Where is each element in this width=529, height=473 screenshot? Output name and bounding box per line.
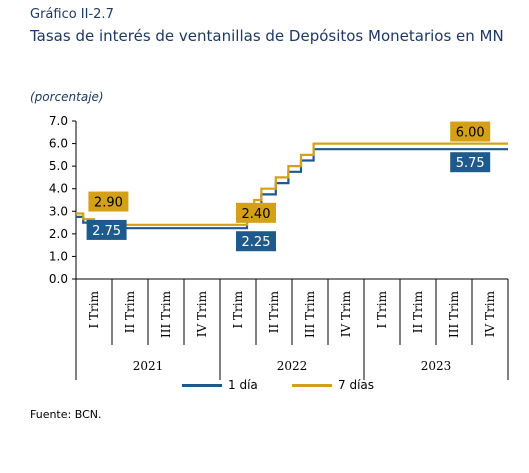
- unit-label: (porcentaje): [30, 90, 104, 104]
- legend-item-1d: 1 día: [182, 378, 258, 392]
- year-label: 2022: [277, 359, 308, 373]
- x-tick-label: IV Trim: [483, 290, 497, 337]
- y-tick-label: 3.0: [49, 204, 68, 218]
- y-tick-label: 6.0: [49, 137, 68, 151]
- y-tick-label: 1.0: [49, 249, 68, 263]
- x-tick-label: III Trim: [447, 290, 461, 338]
- series-layer: [76, 142, 508, 230]
- x-tick-label: II Trim: [267, 290, 281, 333]
- data-label-7d: 6.00: [450, 121, 491, 142]
- axes: 0.0 1.0 2.0 3.0 4.0 5.0 6.0 7.0 2021 2022 2023 I Tr…: [49, 114, 509, 380]
- figure-number: Gráfico II-2.7: [30, 7, 114, 22]
- x-tick-label: IV Trim: [339, 290, 353, 337]
- data-label-text: 5.75: [456, 156, 485, 171]
- legend-label-7d: 7 días: [338, 378, 375, 392]
- y-tick-label: 7.0: [49, 114, 68, 128]
- chart-title: Tasas de interés de ventanillas de Depós…: [30, 27, 504, 45]
- data-label-text: 2.40: [242, 207, 271, 222]
- data-label-text: 2.90: [94, 196, 123, 211]
- x-tick-label: II Trim: [411, 290, 425, 333]
- data-label-box: [236, 202, 276, 223]
- data-label-7d: 2.90: [88, 191, 129, 212]
- data-label-box: [236, 231, 276, 252]
- series-line-7d: [76, 142, 508, 226]
- data-label-text: 2.75: [92, 224, 121, 239]
- year-label: 2021: [133, 359, 164, 373]
- x-tick-label: I Trim: [87, 290, 101, 328]
- x-tick-label: III Trim: [159, 290, 173, 338]
- data-label-box: [88, 191, 129, 212]
- x-tick-label: I Trim: [375, 290, 389, 328]
- y-tick-label: 4.0: [49, 182, 68, 196]
- legend-swatch-7d: [292, 384, 332, 387]
- year-label: 2023: [421, 359, 452, 373]
- data-label-1d: 5.75: [450, 152, 491, 173]
- data-label-text: 2.25: [242, 235, 271, 250]
- legend-label-1d: 1 día: [228, 378, 258, 392]
- source-note: Fuente: BCN.: [30, 408, 102, 421]
- data-label-7d: 2.40: [236, 202, 276, 223]
- x-tick-label: III Trim: [303, 290, 317, 338]
- data-label-box: [450, 152, 491, 173]
- x-tick-label: IV Trim: [195, 290, 209, 337]
- series-line-1d: [76, 148, 508, 230]
- data-label-1d: 2.75: [86, 219, 127, 240]
- data-label-box: [450, 121, 491, 142]
- y-tick-label: 5.0: [49, 159, 68, 173]
- data-labels: 2.90 2.75 2.40 2.25 6.00 5.75: [86, 121, 491, 252]
- y-tick-label: 2.0: [49, 227, 68, 241]
- legend-item-7d: 7 días: [292, 378, 374, 392]
- data-label-1d: 2.25: [236, 231, 276, 252]
- legend-swatch-1d: [182, 384, 222, 387]
- y-tick-label: 0.0: [49, 272, 68, 286]
- x-tick-label: II Trim: [123, 290, 137, 333]
- data-label-box: [86, 219, 127, 240]
- data-label-text: 6.00: [456, 126, 485, 141]
- x-tick-label: I Trim: [231, 290, 245, 328]
